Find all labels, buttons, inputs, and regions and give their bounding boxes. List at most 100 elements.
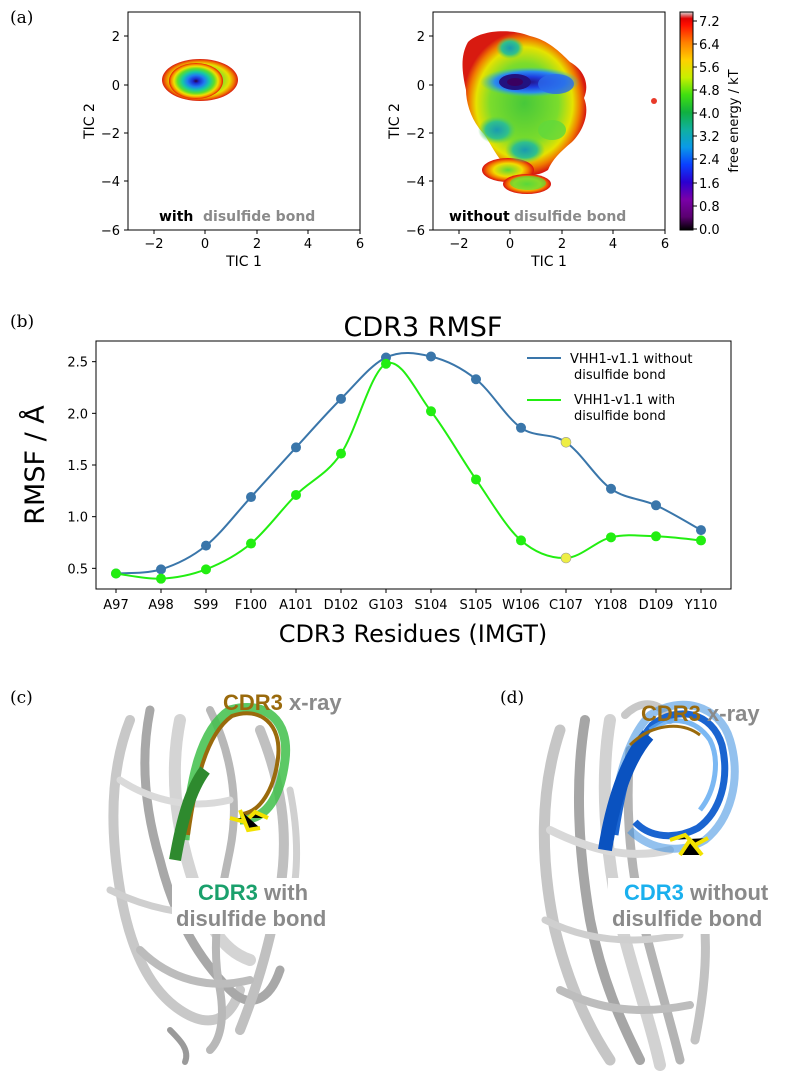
data-point-with — [516, 535, 526, 546]
legend-series-with-line1: VHH1-v1.1 with — [574, 393, 675, 408]
data-point-with — [336, 448, 346, 459]
disulfide-sidechain — [669, 832, 709, 857]
xray-cdr3-word: CDR3 — [223, 690, 283, 715]
y-tick-label: 2.0 — [67, 407, 88, 422]
cdr3-with-label: CDR3 with disulfide bond — [172, 878, 331, 934]
tic-right-ytick: −6 — [406, 224, 425, 239]
y-tick-label: 2.5 — [67, 356, 88, 371]
data-point-without — [201, 540, 211, 551]
data-point-with — [381, 358, 391, 369]
tic-left-caption-grey: disulfide bond — [203, 209, 315, 225]
data-point-with — [471, 474, 481, 485]
tic-right-xtick: 4 — [609, 237, 617, 252]
xray-label-c: CDR3 x-ray — [223, 690, 342, 716]
legend-series-with-line2: disulfide bond — [574, 409, 666, 424]
colorbar-tick: 0.8 — [699, 200, 720, 215]
data-point-without — [291, 442, 301, 453]
tic-right-xtick: 6 — [661, 237, 669, 252]
colorbar-tick: 6.4 — [699, 38, 720, 53]
tic-left-xtick: 4 — [304, 237, 312, 252]
xray-word: x-ray — [289, 690, 342, 715]
data-point-without — [471, 374, 481, 385]
disulfide-bond-text: disulfide bond — [176, 906, 327, 931]
panel-d-label: (d) — [500, 688, 525, 708]
disulfide-sidechain — [229, 809, 269, 833]
tic-right-ytick: 2 — [417, 30, 425, 45]
colorbar-tick: 5.6 — [699, 61, 720, 76]
cdr3-word: CDR3 — [198, 880, 258, 905]
tic-right-ytick: −4 — [406, 175, 425, 190]
data-point-with — [291, 489, 301, 500]
data-point-with — [606, 532, 616, 543]
y-axis-label: RMSF / Å — [19, 405, 51, 525]
without-word: without — [690, 880, 769, 905]
data-point-without — [606, 483, 616, 494]
cdr3-loop-with — [169, 702, 291, 862]
x-tick-label: W106 — [502, 598, 540, 613]
free-energy-landscape — [462, 31, 657, 194]
data-point-without — [156, 564, 166, 575]
rmsf-chart: CDR3 RMSF 0.5 1.0 1.5 2.0 2.5 A97 A98 S99 F100 A… — [19, 312, 732, 648]
tic-left-xlabel: TIC 1 — [225, 254, 262, 270]
data-point-with — [156, 573, 166, 584]
tic-right-xtick: −2 — [449, 237, 468, 252]
x-tick-label: A101 — [279, 598, 313, 613]
colorbar-tick: 4.0 — [699, 107, 720, 122]
colorbar-tick: 4.8 — [699, 84, 720, 99]
data-point-without — [336, 393, 346, 404]
free-energy-basin — [162, 59, 238, 101]
colorbar-label: free energy / kT — [727, 69, 742, 172]
tic-right-caption-bold: without — [449, 209, 510, 225]
xray-word: x-ray — [707, 701, 760, 726]
data-point-with — [201, 564, 211, 575]
tic-left-xtick: 6 — [356, 237, 364, 252]
legend-series-without-line1: VHH1-v1.1 without — [570, 352, 692, 367]
x-tick-label: S99 — [194, 598, 219, 613]
data-point-with — [560, 552, 572, 564]
tic-left-ytick: −6 — [101, 224, 120, 239]
y-tick-label: 1.5 — [67, 459, 88, 474]
tic-left-ytick: −2 — [101, 127, 120, 142]
colorbar-tick: 2.4 — [699, 153, 720, 168]
x-tick-label: F100 — [235, 598, 267, 613]
series-line-with — [115, 361, 702, 580]
colorbar-tick: 7.2 — [699, 15, 720, 30]
cdr3-word: CDR3 — [624, 880, 684, 905]
tic-left-xtick: 2 — [253, 237, 261, 252]
tic-plot-without: without disulfide bond −2 0 2 4 6 2 0 −2… — [387, 11, 669, 270]
data-point-with — [651, 531, 661, 542]
data-point-without — [516, 422, 526, 433]
x-tick-label: S104 — [414, 598, 447, 613]
tic-right-xtick: 2 — [558, 237, 566, 252]
tic-left-caption-bold: with — [159, 209, 193, 225]
tic-left-xtick: 0 — [201, 237, 209, 252]
data-point-without — [696, 525, 706, 536]
colorbar-tick: 1.6 — [699, 177, 720, 192]
xray-label-d: CDR3 x-ray — [641, 701, 760, 727]
tic-right-xtick: 0 — [506, 237, 514, 252]
x-tick-label: S105 — [459, 598, 492, 613]
tic-right-caption-grey: disulfide bond — [514, 209, 626, 225]
x-tick-label: A98 — [148, 598, 173, 613]
tic-right-ylabel: TIC 2 — [387, 103, 403, 140]
colorbar-tick: 3.2 — [699, 130, 720, 145]
cdr3-without-label: CDR3 without disulfide bond — [608, 878, 773, 934]
chart-title: CDR3 RMSF — [344, 312, 503, 343]
x-tick-label: C107 — [549, 598, 583, 613]
tic-plot-with: with disulfide bond −2 0 2 4 6 2 0 −2 −4… — [82, 11, 364, 270]
panel-a-figure: with disulfide bond −2 0 2 4 6 2 0 −2 −4… — [82, 11, 742, 270]
x-tick-label: Y110 — [684, 598, 718, 613]
panel-a-label: (a) — [10, 8, 34, 28]
x-tick-label: Y108 — [594, 598, 628, 613]
y-tick-label: 1.0 — [67, 511, 88, 526]
tic-left-ytick: 0 — [112, 79, 120, 94]
tic-right-ytick: 0 — [417, 79, 425, 94]
data-point-with — [696, 535, 706, 546]
tic-left-ytick: −4 — [101, 175, 120, 190]
x-tick-label: A97 — [103, 598, 128, 613]
disulfide-bond-text: disulfide bond — [612, 906, 763, 931]
tic-left-xtick: −2 — [144, 237, 163, 252]
data-point-without — [651, 500, 661, 511]
data-point-with — [111, 568, 121, 579]
data-point-without — [426, 351, 436, 362]
